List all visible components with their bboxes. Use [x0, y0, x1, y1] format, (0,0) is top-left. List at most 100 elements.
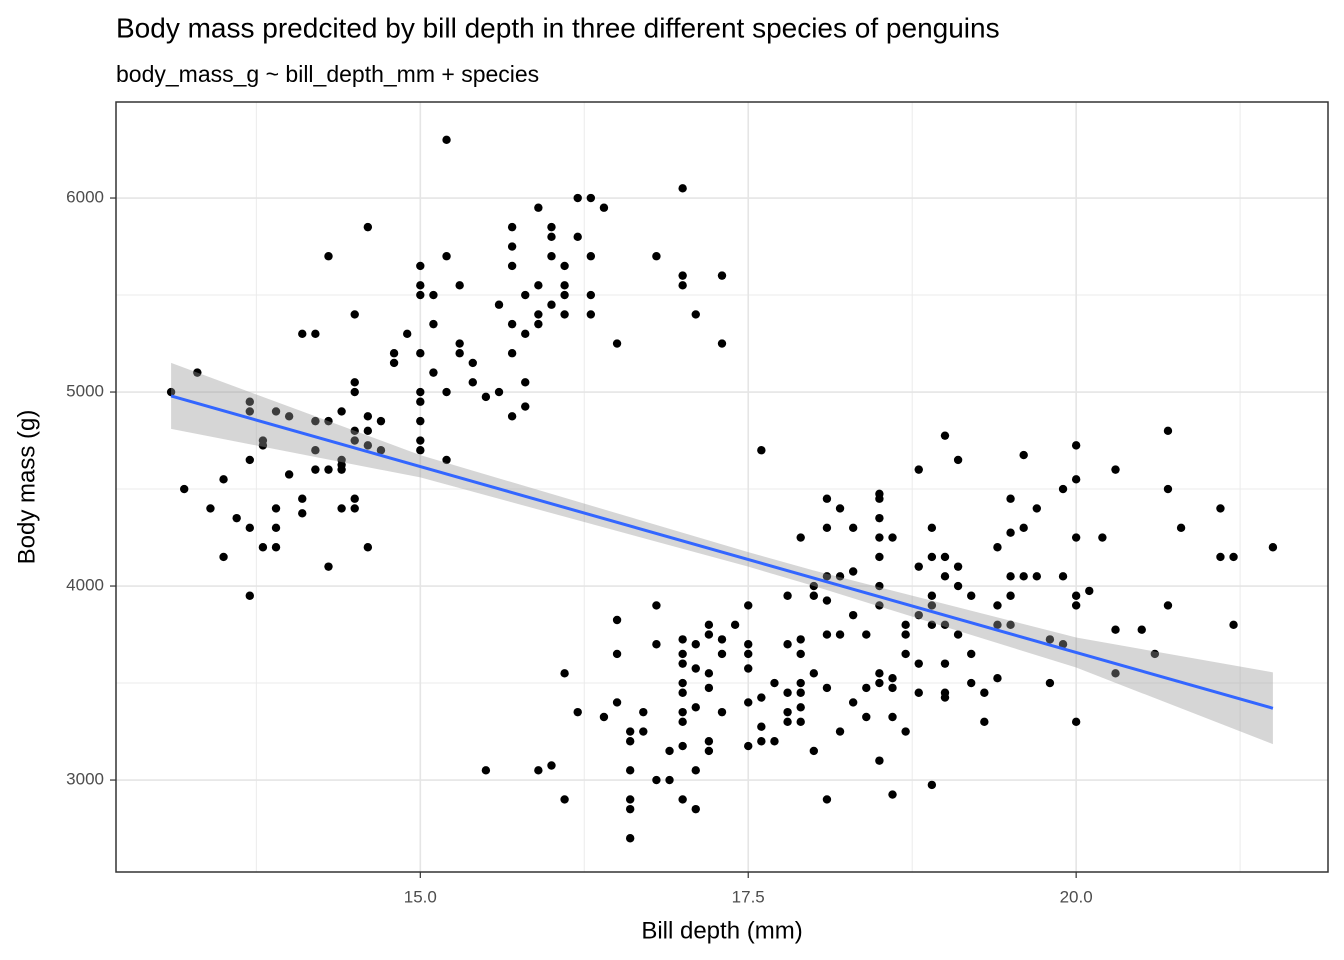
point [298, 329, 307, 339]
point [442, 135, 451, 145]
point [534, 203, 543, 212]
point [1019, 450, 1028, 460]
point [363, 426, 373, 436]
point [560, 281, 569, 290]
point [245, 523, 254, 533]
point [350, 378, 359, 387]
point [350, 387, 359, 397]
point [993, 673, 1002, 683]
point [783, 591, 792, 600]
point [625, 834, 635, 843]
point [1006, 591, 1015, 600]
point [1019, 572, 1028, 581]
point [678, 688, 687, 697]
point [389, 349, 399, 358]
point [1216, 504, 1225, 513]
point [1058, 484, 1068, 494]
point [245, 407, 254, 416]
point [835, 504, 845, 513]
point [311, 465, 320, 474]
point [704, 630, 714, 639]
point [507, 349, 517, 358]
point [967, 591, 976, 600]
panel-border [115, 101, 1329, 873]
point [927, 780, 937, 790]
point [311, 416, 320, 426]
point [468, 358, 477, 368]
point [1163, 484, 1173, 494]
point [166, 387, 176, 397]
point [1176, 523, 1186, 533]
point [1098, 533, 1107, 542]
point [967, 649, 976, 659]
point [822, 795, 832, 804]
point [455, 339, 464, 348]
point [1111, 465, 1120, 474]
point [547, 232, 556, 242]
point [796, 533, 805, 542]
point [442, 387, 451, 397]
point [901, 649, 910, 659]
point [678, 281, 687, 290]
point [350, 310, 359, 319]
point [927, 552, 937, 562]
point [612, 649, 622, 659]
point [350, 436, 359, 445]
point [875, 601, 884, 610]
point [1058, 572, 1068, 581]
point [875, 581, 884, 591]
point [914, 659, 923, 668]
point [521, 329, 530, 339]
point [521, 378, 530, 387]
point [298, 494, 307, 503]
point [691, 310, 700, 319]
point [455, 349, 464, 358]
point [888, 533, 897, 542]
point [337, 465, 346, 474]
point [1006, 494, 1015, 503]
point [783, 717, 792, 727]
point [389, 358, 399, 368]
point [1150, 649, 1160, 659]
point [534, 281, 543, 290]
point [534, 319, 543, 329]
point [822, 630, 832, 639]
point [783, 640, 792, 649]
point [363, 222, 373, 232]
point [1229, 552, 1238, 562]
point [770, 737, 779, 746]
point [1071, 475, 1081, 484]
point [953, 455, 963, 465]
point [547, 761, 556, 770]
point [507, 319, 517, 329]
point [927, 523, 937, 533]
point [809, 581, 819, 591]
point [271, 543, 281, 552]
point [416, 349, 425, 358]
point [416, 397, 425, 406]
point [363, 441, 373, 450]
point [678, 635, 687, 644]
point [678, 707, 687, 717]
point [822, 494, 832, 503]
point [717, 339, 727, 348]
point [284, 412, 294, 421]
point [717, 707, 727, 717]
point [1163, 426, 1173, 436]
point [376, 416, 386, 426]
point [888, 673, 897, 683]
point [521, 290, 530, 300]
point [1071, 441, 1081, 450]
point [914, 688, 923, 697]
point [678, 795, 687, 804]
point [1111, 669, 1120, 678]
y-tick-label: 3000 [66, 770, 104, 789]
point [416, 387, 425, 397]
point [901, 630, 910, 639]
point [940, 552, 950, 562]
point [783, 707, 792, 717]
point [796, 649, 805, 659]
point [875, 678, 884, 688]
point [1071, 717, 1081, 727]
point [560, 261, 569, 271]
